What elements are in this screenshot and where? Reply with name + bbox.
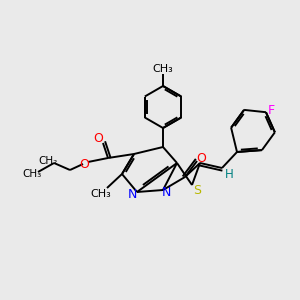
Text: CH₃: CH₃ [153,64,173,74]
Text: O: O [79,158,89,170]
Text: O: O [93,133,103,146]
Text: O: O [196,152,206,164]
Text: N: N [127,188,137,202]
Text: H: H [225,169,233,182]
Text: CH₂: CH₂ [38,156,58,166]
Text: CH₃: CH₃ [22,169,42,179]
Text: S: S [193,184,201,196]
Text: CH₃: CH₃ [91,189,111,199]
Text: N: N [161,185,171,199]
Text: F: F [267,104,274,117]
